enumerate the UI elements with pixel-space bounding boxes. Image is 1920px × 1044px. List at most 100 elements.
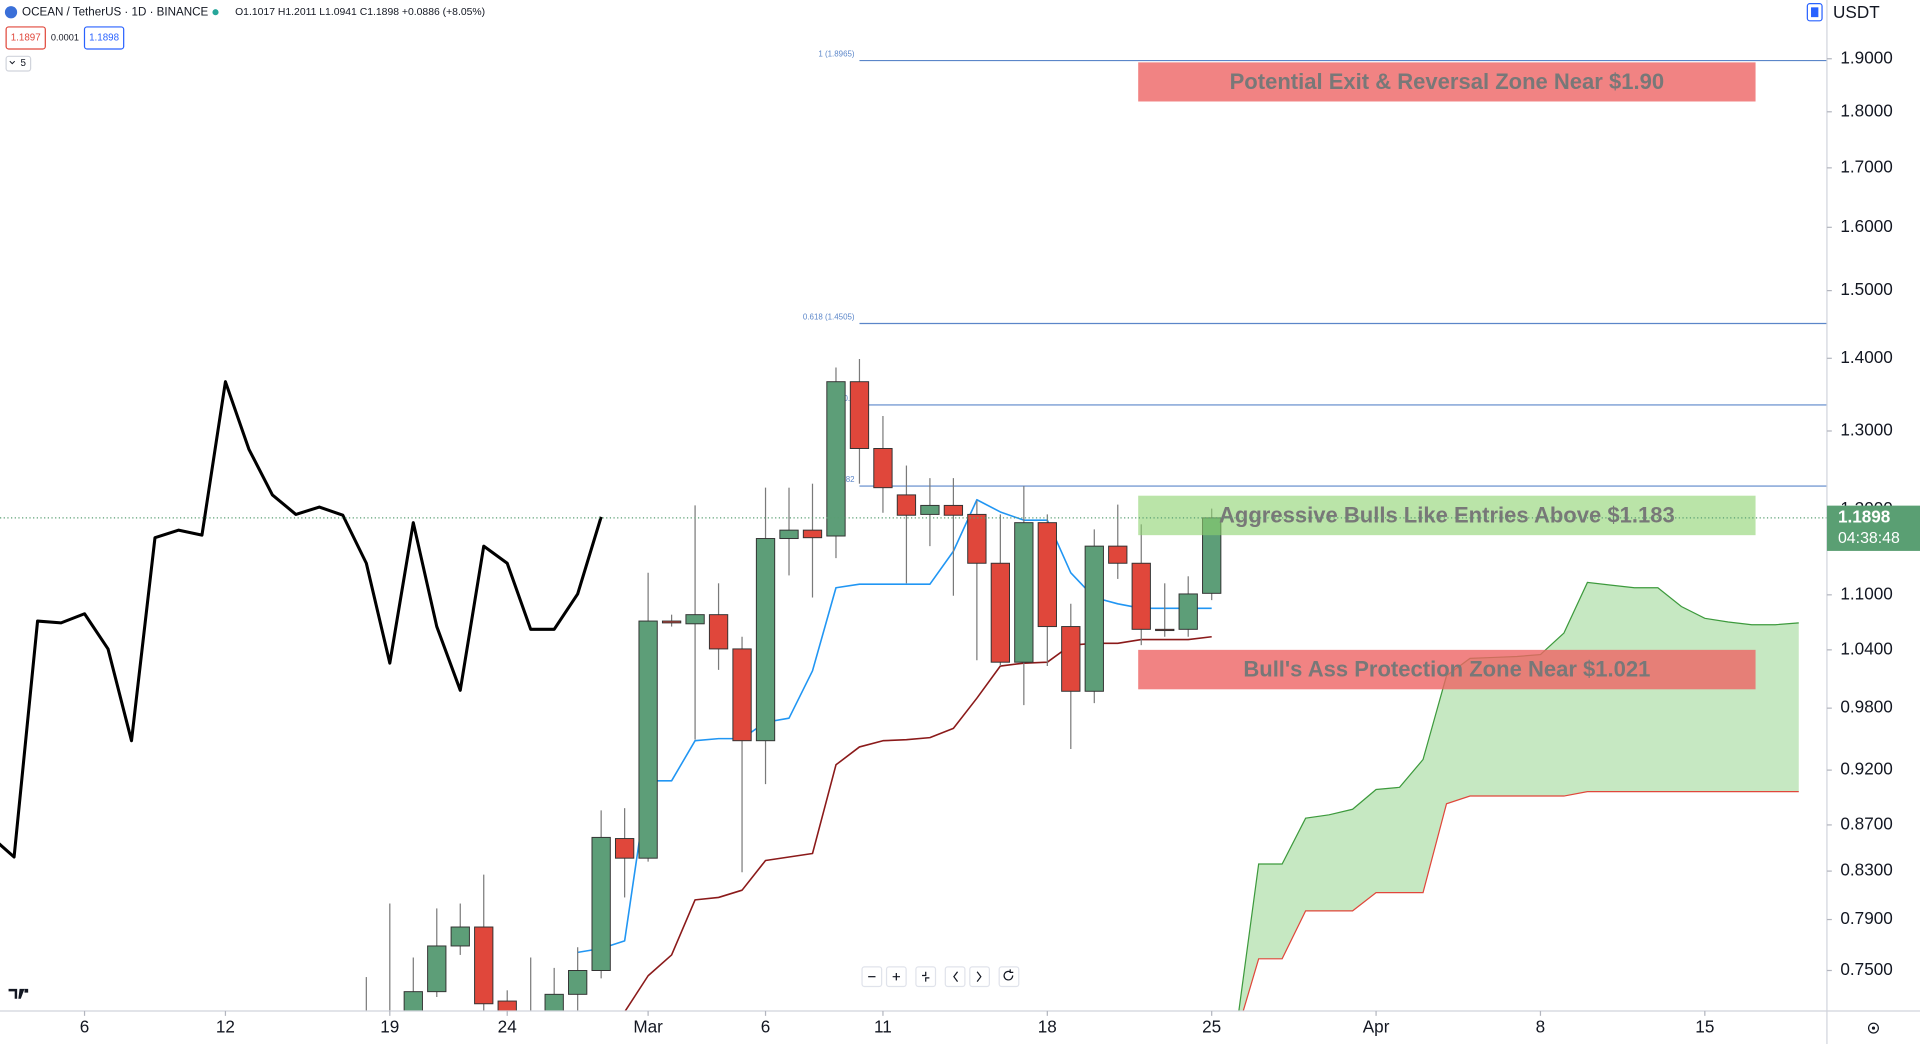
candle-body	[755, 538, 776, 742]
reset-icon	[1003, 969, 1014, 981]
candle-body	[920, 504, 940, 515]
candle-body	[1084, 545, 1104, 692]
zone-label: Bull's Ass Protection Zone Near $1.021	[1243, 657, 1650, 682]
y-tick-label: 1.3000	[1840, 420, 1892, 440]
right-icon	[976, 971, 982, 982]
candle-body	[1014, 522, 1034, 663]
settings-icon	[1871, 1026, 1876, 1030]
currency-icon-inner	[1811, 7, 1819, 18]
zone	[1138, 649, 1756, 690]
x-tick-label: Apr	[1363, 1017, 1390, 1037]
y-tick-label: 0.7500	[1840, 959, 1892, 979]
x-tick-label: 25	[1202, 1017, 1221, 1037]
tv-logo[interactable]	[8, 988, 29, 999]
zone-label: Potential Exit & Reversal Zone Near $1.9…	[1230, 69, 1664, 94]
candle-body	[802, 529, 823, 539]
candle-body	[544, 993, 564, 1011]
candle-body	[1061, 626, 1081, 692]
indicators-count[interactable]: 5	[21, 58, 27, 69]
candle-body	[990, 562, 1011, 663]
buy-price[interactable]: 1.1898	[89, 33, 119, 44]
candle-body	[638, 620, 658, 859]
zone	[1138, 495, 1756, 536]
chevron-icon	[9, 60, 16, 65]
ohlc-values: O1.1017 H1.2011 L1.0941 C1.1898 +0.0886 …	[235, 7, 485, 18]
reset-scale-button[interactable]	[915, 966, 937, 988]
candle-body	[849, 381, 870, 449]
x-tick-label: 15	[1695, 1017, 1714, 1037]
x-tick-label: 8	[1536, 1017, 1546, 1037]
candle-body	[1108, 545, 1128, 564]
y-tick-label: 1.9000	[1840, 47, 1892, 67]
candle-body	[661, 620, 682, 624]
cloud-fill	[1238, 582, 1799, 1011]
y-tick-label: 0.8300	[1840, 860, 1892, 880]
sell-price[interactable]: 1.1897	[11, 33, 41, 44]
candle-body	[1178, 593, 1198, 630]
candle-body	[591, 836, 611, 971]
candle-body	[779, 529, 799, 540]
buy-button[interactable]	[83, 26, 125, 50]
x-tick-label: 6	[761, 1017, 771, 1037]
y-tick-label: 1.1000	[1840, 583, 1892, 603]
scale-icon	[922, 971, 930, 982]
comparison-line	[0, 380, 603, 859]
y-tick-label: 1.5000	[1840, 279, 1892, 299]
symbol-icon	[4, 6, 18, 19]
last-price-label: 1.1898	[1838, 506, 1890, 526]
candle-body	[685, 614, 705, 625]
symbol-title[interactable]: OCEAN / TetherUS · 1D · BINANCE	[22, 5, 209, 18]
candle-body	[708, 614, 729, 650]
y-tick-label: 0.8700	[1840, 813, 1892, 833]
x-tick-label: 12	[216, 1017, 235, 1037]
y-tick-label: 1.6000	[1840, 216, 1892, 236]
candle-body	[896, 494, 917, 516]
candle-body	[1037, 522, 1057, 628]
y-tick-label: 1.8000	[1840, 100, 1892, 120]
zone-label: Aggressive Bulls Like Entries Above $1.1…	[1219, 502, 1675, 527]
candle-body	[403, 991, 423, 1011]
fib-label: 0.5	[844, 394, 856, 403]
countdown-label: 04:38:48	[1838, 530, 1900, 547]
y-tick-label: 1.0400	[1840, 638, 1892, 658]
scroll-left-button[interactable]	[944, 966, 966, 988]
axes: 0.7500 0.7900 0.8300 0.8700 0.9200 0.9800 1.04…	[80, 47, 1920, 1037]
candle-body	[450, 926, 470, 947]
candle-body	[474, 926, 494, 1005]
indicators-toggle[interactable]	[5, 55, 32, 72]
status-dot	[212, 9, 219, 16]
candle-body	[732, 648, 752, 742]
x-tick-label: 18	[1038, 1017, 1057, 1037]
y-tick-label: 1.7000	[1840, 156, 1892, 176]
candle-body	[1131, 562, 1151, 630]
reset-button[interactable]	[998, 966, 1020, 988]
scroll-right-button[interactable]	[969, 966, 990, 988]
y-tick-label: 1.4000	[1840, 347, 1892, 367]
cloud-span-b	[1242, 791, 1799, 1011]
zone	[1138, 62, 1756, 102]
fib-label: 0.618 (1.4505)	[803, 313, 855, 322]
candle-body	[873, 448, 893, 489]
currency[interactable]: USDT	[1833, 2, 1880, 22]
candle-body	[427, 945, 447, 993]
candle-body	[943, 504, 964, 516]
x-tick-label: 6	[80, 1017, 90, 1037]
sell-button[interactable]	[5, 26, 46, 50]
fib-label: 1 (1.8965)	[818, 50, 855, 59]
indicator-line	[624, 635, 1212, 1011]
candle-body	[1155, 628, 1175, 632]
candle-body	[497, 1000, 517, 1011]
y-tick-label: 0.9800	[1840, 697, 1892, 717]
x-tick-label: 11	[874, 1017, 892, 1037]
candle-body	[826, 381, 846, 537]
settings-button[interactable]	[1867, 1022, 1879, 1034]
left-icon	[953, 971, 959, 982]
y-tick-label: 0.7900	[1840, 908, 1892, 928]
plot-area: 1 (1.8965)0.618 (1.4505)0.50.382Potentia…	[0, 50, 1827, 1011]
last-price-box	[1826, 505, 1920, 551]
y-tick-label: 0.9200	[1840, 759, 1892, 779]
candle-body	[568, 970, 588, 995]
candle-body	[967, 513, 987, 564]
